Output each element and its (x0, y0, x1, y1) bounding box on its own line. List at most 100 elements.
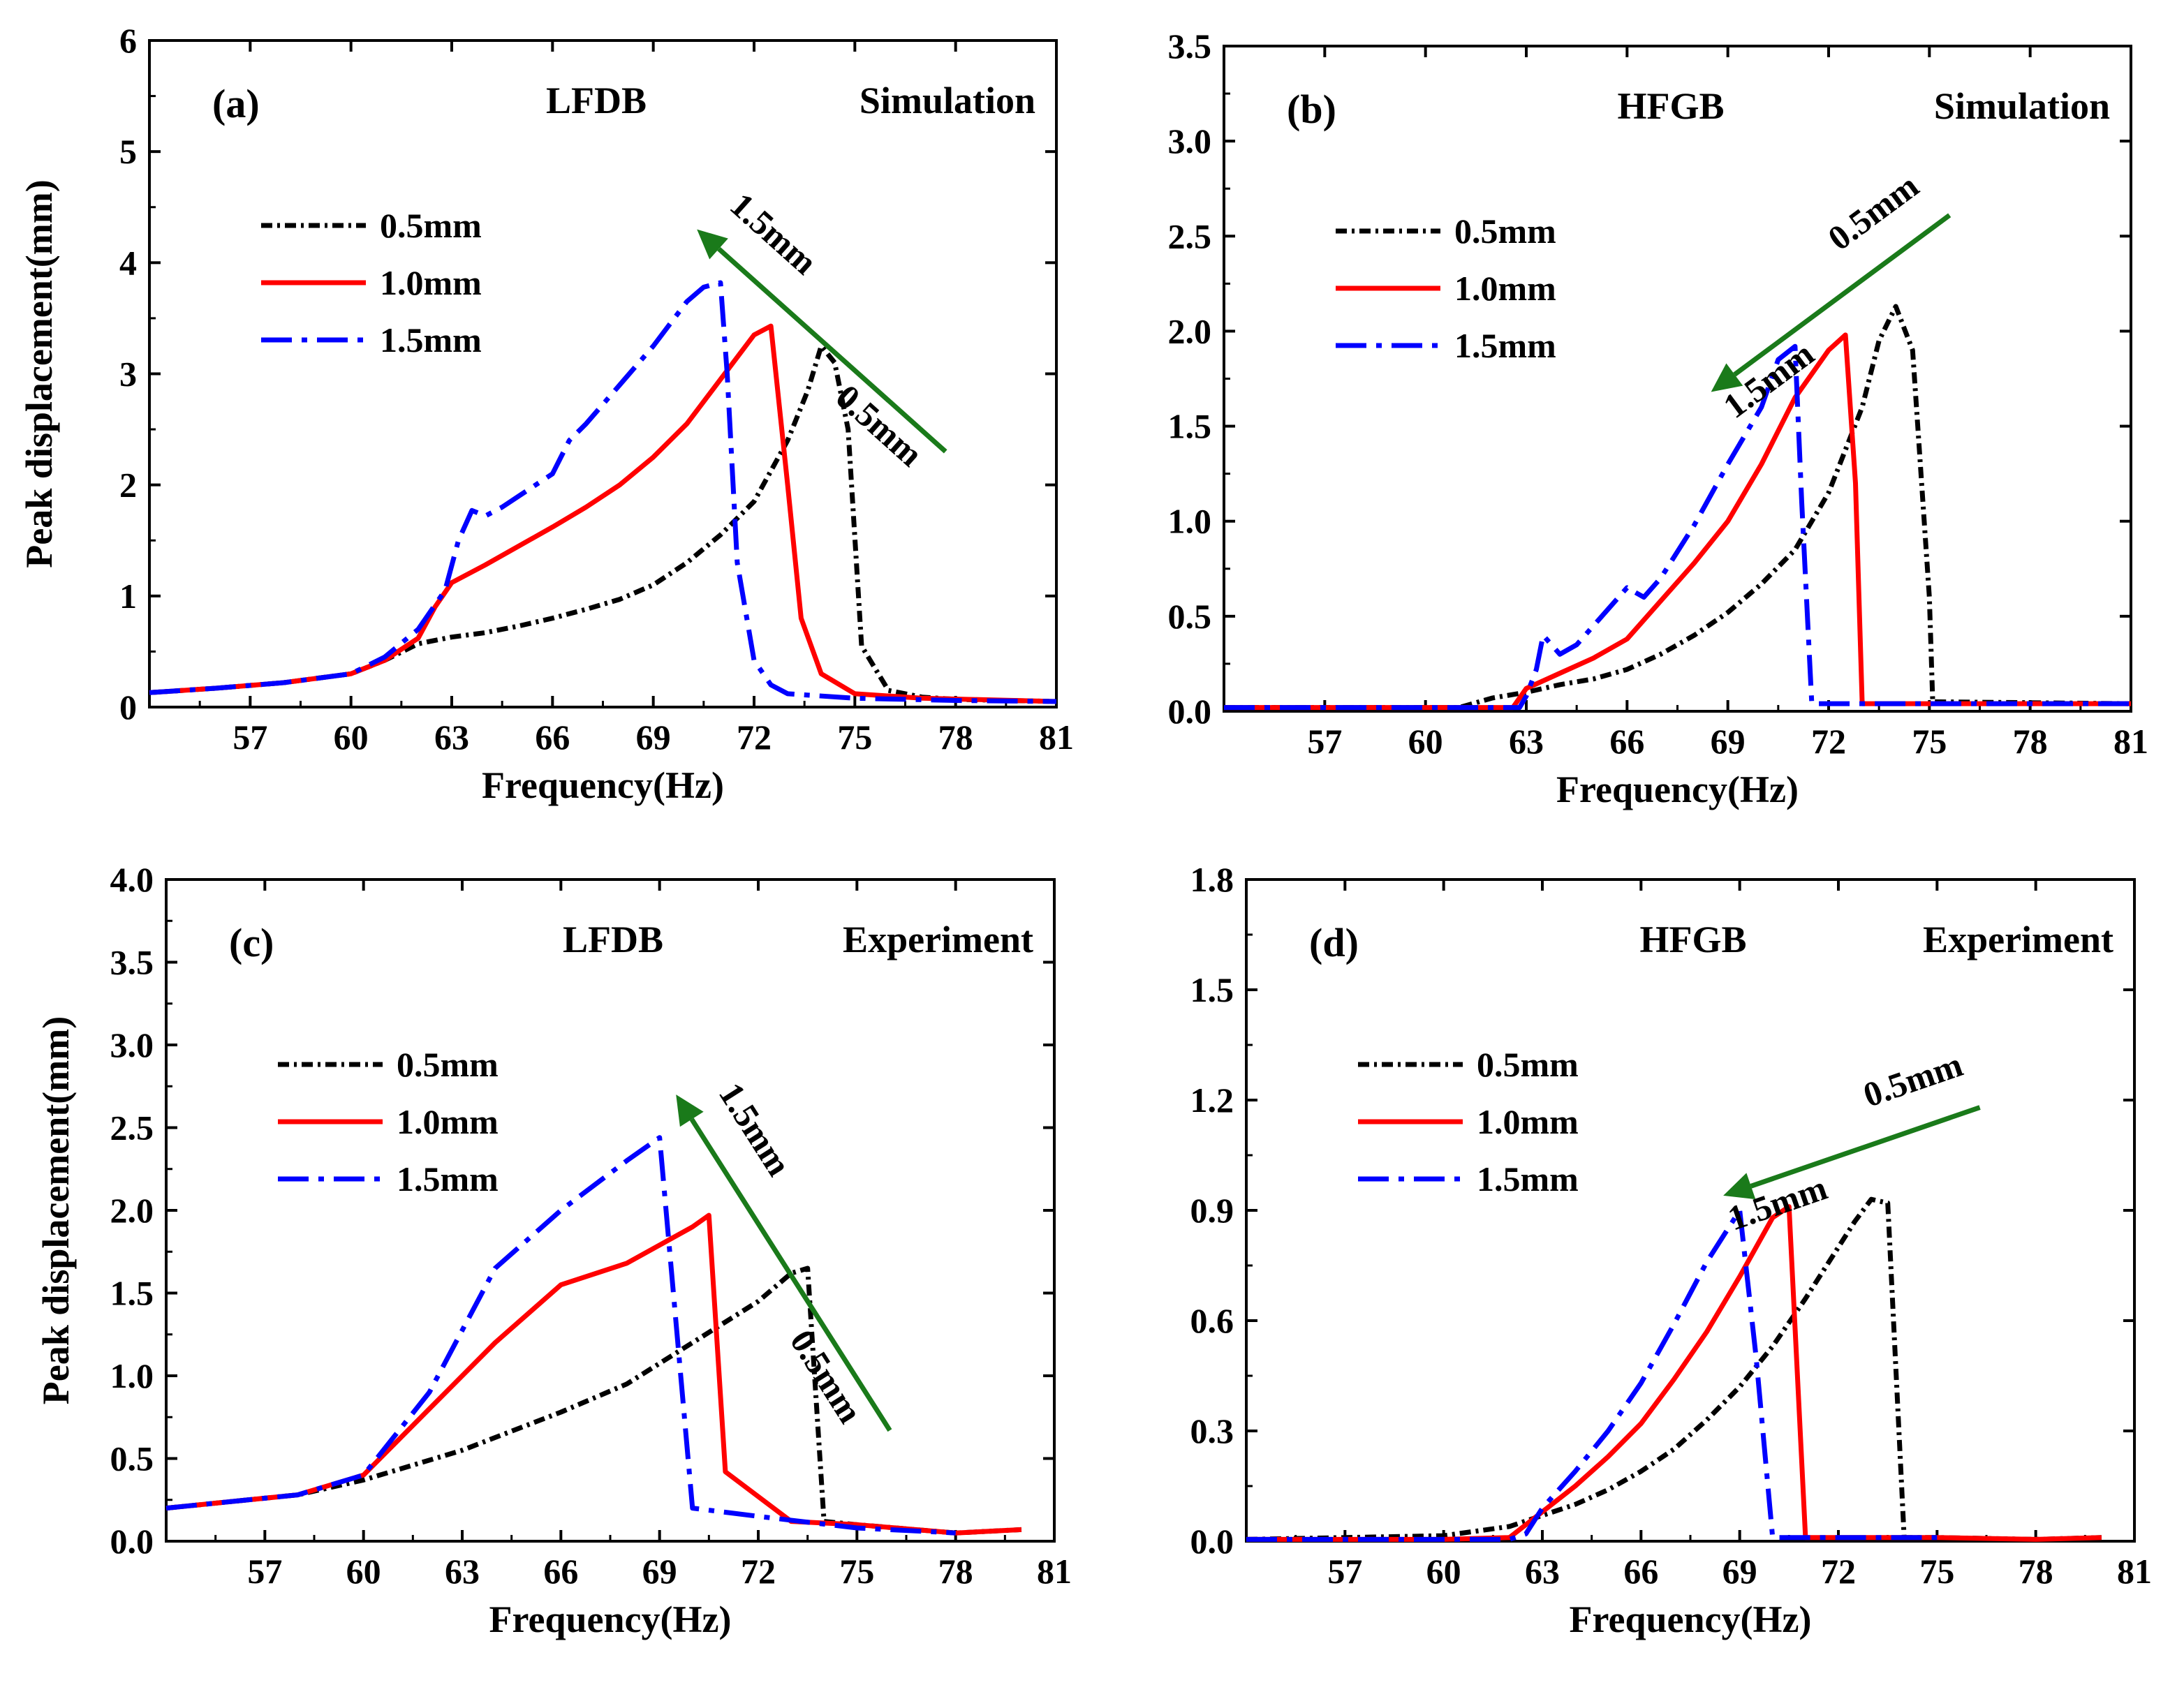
panel-label: (a) (212, 81, 260, 126)
beam-type-label: HFGB (1639, 919, 1746, 960)
legend-label: 0.5mm (380, 206, 482, 245)
x-tick-label: 66 (1623, 1552, 1658, 1591)
series-line-0-5mm (1224, 304, 2132, 711)
x-tick-label: 81 (1037, 1552, 1072, 1591)
legend-label: 1.0mm (1454, 269, 1556, 308)
y-tick-label: 1.8 (1190, 860, 1234, 899)
trend-arrow-head (1723, 1173, 1756, 1200)
legend-label: 1.0mm (397, 1102, 499, 1141)
panel-label: (c) (229, 920, 274, 965)
x-tick-label: 75 (1912, 722, 1947, 761)
legend-label: 0.5mm (1477, 1045, 1579, 1084)
y-tick-label: 2.5 (110, 1108, 154, 1148)
legend-label: 1.5mm (1454, 326, 1556, 365)
y-tick-label: 0.9 (1190, 1191, 1234, 1230)
panel-b: 57 60 63 66 69 72 75 78 81 0.0 0.5 1.0 1.5 2.0 2.5 3.0 3… (1168, 27, 2149, 810)
x-tick-label: 63 (1525, 1552, 1560, 1591)
beam-type-label: LFDB (546, 80, 647, 121)
x-tick-label: 66 (535, 718, 570, 757)
y-tick-label: 3.5 (110, 943, 154, 982)
series-line-1-0mm (165, 1212, 1022, 1536)
x-tick-label: 57 (1307, 722, 1342, 761)
y-tick-label: 0.6 (1190, 1301, 1234, 1340)
x-tick-label: 81 (2113, 722, 2148, 761)
y-tick-label: 2.0 (1168, 311, 1212, 350)
series-line-1-5mm (149, 280, 1057, 704)
y-tick-label: 1 (119, 577, 137, 616)
panel-label: (d) (1309, 920, 1359, 965)
x-tick-label: 60 (334, 718, 369, 757)
x-tick-label: 78 (2019, 1552, 2053, 1591)
x-tick-label: 75 (837, 718, 872, 757)
y-tick-label: 3.0 (110, 1025, 154, 1064)
legend-label: 1.5mm (397, 1159, 499, 1198)
beam-type-label: HFGB (1617, 85, 1724, 127)
y-axis-title: Peak displacement(mm) (35, 1016, 77, 1404)
x-tick-label: 81 (2117, 1552, 2152, 1591)
legend-label: 1.5mm (1477, 1159, 1579, 1198)
x-tick-label: 57 (247, 1552, 282, 1591)
x-tick-label: 57 (1327, 1552, 1362, 1591)
x-tick-label: 72 (1811, 722, 1846, 761)
mode-label: Experiment (1923, 919, 2113, 960)
x-tick-label: 81 (1039, 718, 1074, 757)
y-tick-label: 1.0 (1168, 502, 1212, 541)
trend-arrow-shaft (1733, 213, 1951, 377)
series-line-1-0mm (1224, 332, 2131, 711)
y-tick-label: 1.2 (1190, 1081, 1234, 1120)
y-tick-label: 0.0 (1190, 1522, 1234, 1561)
y-tick-label: 4 (119, 243, 137, 282)
x-axis-title: Frequency(Hz) (1570, 1598, 1812, 1640)
y-tick-label: 2.0 (110, 1191, 154, 1230)
y-tick-label: 1.5 (1190, 970, 1234, 1009)
x-tick-label: 72 (737, 718, 772, 757)
trend-arrow-head (1711, 363, 1743, 392)
x-tick-label: 63 (1509, 722, 1544, 761)
trend-arrow-head (676, 1094, 704, 1127)
x-axis-title: Frequency(Hz) (1556, 769, 1799, 810)
x-tick-label: 69 (642, 1552, 677, 1591)
y-tick-label: 3.0 (1168, 121, 1212, 161)
x-tick-label: 78 (938, 718, 973, 757)
y-tick-label: 1.5 (1168, 407, 1212, 446)
y-tick-label: 0.0 (1168, 692, 1212, 731)
x-tick-label: 75 (839, 1552, 874, 1591)
y-tick-label: 2.5 (1168, 216, 1212, 255)
series-line-1-5mm (165, 1135, 956, 1536)
x-tick-label: 78 (938, 1552, 973, 1591)
y-tick-label: 0.5 (110, 1439, 154, 1478)
y-tick-label: 6 (119, 21, 137, 60)
beam-type-label: LFDB (563, 919, 663, 960)
trend-arrow-shaft (689, 1118, 892, 1432)
x-tick-label: 69 (1711, 722, 1746, 761)
legend-label: 1.0mm (380, 263, 482, 302)
x-tick-label: 78 (2013, 722, 2048, 761)
series-line-1-0mm (149, 323, 1057, 704)
series-line-1-5mm (1224, 343, 2131, 711)
y-tick-label: 4.0 (110, 860, 154, 899)
trend-arrow-shaft (1750, 1105, 1981, 1189)
x-tick-label: 60 (1426, 1552, 1461, 1591)
x-tick-label: 60 (346, 1552, 381, 1591)
x-axis-title: Frequency(Hz) (482, 764, 724, 806)
x-tick-label: 63 (434, 718, 469, 757)
y-tick-label: 0.5 (1168, 597, 1212, 636)
trend-arrow-head (697, 229, 728, 260)
x-tick-label: 72 (1821, 1552, 1856, 1591)
y-tick-label: 0 (119, 688, 137, 727)
y-tick-label: 3.5 (1168, 27, 1212, 66)
x-tick-label: 63 (445, 1552, 480, 1591)
x-tick-label: 75 (1919, 1552, 1954, 1591)
y-tick-label: 0.0 (110, 1522, 154, 1561)
trend-arrow-shaft (717, 246, 947, 454)
x-tick-label: 69 (636, 718, 671, 757)
y-tick-label: 1.0 (110, 1356, 154, 1395)
legend-label: 1.5mm (380, 320, 482, 359)
y-axis-title: Peak displacement(mm) (18, 179, 60, 567)
series-line-1-0mm (1246, 1204, 2102, 1542)
series-line-1-5mm (1246, 1208, 1938, 1542)
y-tick-label: 1.5 (110, 1274, 154, 1313)
x-tick-label: 66 (543, 1552, 578, 1591)
panel-label: (b) (1287, 87, 1336, 132)
x-tick-label: 60 (1408, 722, 1443, 761)
